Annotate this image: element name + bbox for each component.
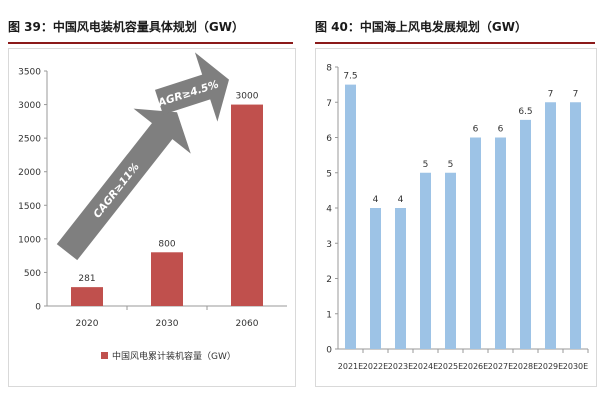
data-label: 4 bbox=[373, 195, 379, 205]
right-chart-panel: 0 1 2 3 4 5 6 7 8 7.5 2021E 4 2022E 4 2023E 5 2024E 5 2025… bbox=[315, 48, 597, 387]
bar bbox=[445, 172, 456, 349]
bar bbox=[495, 137, 506, 349]
y-tick-label: 1000 bbox=[18, 235, 41, 245]
y-tick-label: 2 bbox=[326, 275, 332, 285]
data-label: 7 bbox=[548, 89, 554, 99]
right-title-rule bbox=[315, 42, 595, 44]
x-tick-label: 2029E bbox=[538, 362, 563, 371]
cagr-arrow-1-shape bbox=[56, 108, 191, 261]
y-tick-label: 3500 bbox=[18, 68, 41, 78]
data-label: 6 bbox=[498, 125, 504, 135]
bar bbox=[545, 102, 556, 349]
x-tick-label: 2024E bbox=[413, 362, 438, 371]
y-tick-label: 2500 bbox=[18, 135, 41, 145]
data-label: 5 bbox=[448, 160, 454, 170]
wind-capacity-chart: 0 500 1000 1500 2000 2500 3000 3500 281 2020 800 20… bbox=[18, 52, 287, 362]
bar bbox=[420, 172, 431, 349]
data-label: 800 bbox=[158, 239, 175, 249]
bar bbox=[151, 252, 183, 306]
right-figure-title: 图 40：中国海上风电发展规划（GW） bbox=[315, 20, 527, 34]
legend-swatch bbox=[101, 352, 108, 359]
x-tick-label: 2021E bbox=[338, 362, 363, 371]
bar bbox=[345, 84, 356, 349]
offshore-wind-chart: 0 1 2 3 4 5 6 7 8 7.5 2021E 4 2022E 4 2023E 5 2024E 5 2025… bbox=[326, 64, 589, 371]
bar bbox=[470, 137, 481, 349]
y-tick-label: 1 bbox=[326, 310, 332, 320]
data-label: 281 bbox=[78, 274, 95, 284]
y-tick-label: 4 bbox=[326, 205, 332, 215]
y-tick-label: 1500 bbox=[18, 202, 41, 212]
x-tick-label: 2028E bbox=[513, 362, 538, 371]
data-label: 6.5 bbox=[518, 107, 532, 117]
data-label: 6 bbox=[473, 125, 479, 135]
x-tick-label: 2022E bbox=[363, 362, 388, 371]
bar bbox=[520, 119, 531, 349]
left-chart-panel: 0 500 1000 1500 2000 2500 3000 3500 281 2020 800 20… bbox=[8, 48, 296, 387]
bar bbox=[231, 104, 263, 306]
x-tick-label: 2026E bbox=[463, 362, 488, 371]
bar bbox=[395, 208, 406, 349]
y-tick-label: 0 bbox=[326, 346, 332, 356]
data-label: 7 bbox=[573, 89, 579, 99]
y-tick-label: 6 bbox=[326, 134, 332, 144]
data-label: 4 bbox=[398, 195, 404, 205]
x-tick-label: 2030 bbox=[156, 319, 179, 329]
data-label: 5 bbox=[423, 160, 429, 170]
x-tick-label: 2060 bbox=[236, 319, 259, 329]
y-tick-label: 7 bbox=[326, 99, 332, 109]
y-tick-label: 3000 bbox=[18, 101, 41, 111]
left-title-rule bbox=[8, 42, 293, 44]
left-figure-title: 图 39：中国风电装机容量具体规划（GW） bbox=[8, 20, 244, 34]
data-label: 3000 bbox=[236, 92, 259, 102]
x-tick-label: 2025E bbox=[438, 362, 463, 371]
x-tick-label: 2030E bbox=[563, 362, 588, 371]
x-tick-label: 2020 bbox=[76, 319, 99, 329]
cagr-arrow-1: CAGR≥11% bbox=[56, 108, 191, 261]
x-tick-label: 2027E bbox=[488, 362, 513, 371]
legend-label: 中国风电累计装机容量（GW） bbox=[112, 350, 236, 362]
y-tick-label: 2000 bbox=[18, 168, 41, 178]
data-label: 7.5 bbox=[343, 72, 357, 82]
cagr-arrow-2-shape bbox=[154, 52, 230, 122]
y-tick-label: 5 bbox=[326, 169, 332, 179]
y-tick-label: 500 bbox=[24, 269, 41, 279]
bar bbox=[570, 102, 581, 349]
bar bbox=[71, 287, 103, 306]
y-tick-label: 8 bbox=[326, 64, 332, 74]
y-tick-label: 3 bbox=[326, 240, 332, 250]
bar bbox=[370, 208, 381, 349]
x-tick-label: 2023E bbox=[388, 362, 413, 371]
y-tick-label: 0 bbox=[35, 303, 41, 313]
